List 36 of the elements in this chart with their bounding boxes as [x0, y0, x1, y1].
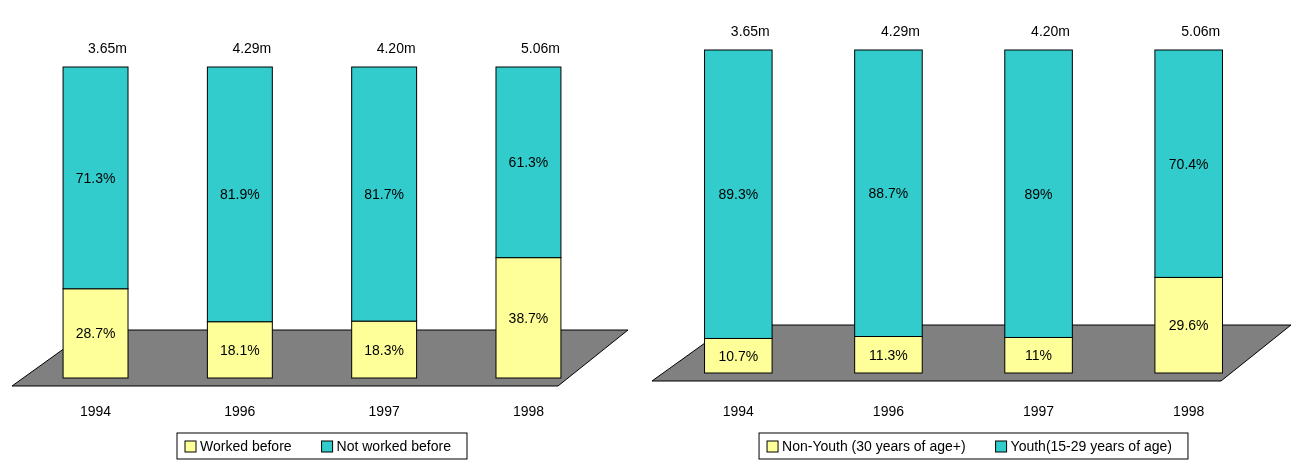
data-label: 88.7%	[868, 185, 909, 202]
x-tick-label: 1998	[512, 403, 545, 419]
annotation: 4.20m	[1031, 23, 1071, 39]
annotation: 4.29m	[880, 23, 920, 39]
data-label: 11%	[1025, 347, 1053, 364]
legend-label: Youth(15-29 years of age)	[1010, 438, 1172, 454]
data-label: 28.7%	[75, 325, 116, 342]
x-tick-label: 1994	[722, 403, 755, 419]
annotation: 4.29m	[232, 40, 272, 56]
data-label: 29.6%	[1168, 317, 1209, 334]
data-label: 38.7%	[508, 309, 549, 326]
x-tick-label: 1994	[79, 403, 112, 419]
x-tick-label: 1996	[872, 403, 905, 419]
legend-label: Non-Youth (30 years of age+)	[782, 438, 966, 454]
x-tick-label: 1996	[224, 403, 256, 419]
x-tick-label: 1997	[368, 403, 400, 419]
data-label: 18.1%	[220, 341, 260, 358]
annotation: 4.20m	[376, 40, 416, 56]
legend-label: Worked before	[200, 438, 292, 454]
legend-label: Not worked before	[336, 438, 452, 454]
data-label: 89.3%	[718, 186, 759, 203]
annotation: 5.06m	[1181, 23, 1221, 39]
x-tick-label: 1998	[1173, 403, 1205, 419]
data-label: 71.3%	[75, 169, 116, 186]
data-label: 61.3%	[508, 154, 549, 171]
data-label: 89%	[1024, 185, 1053, 202]
data-label: 10.7%	[718, 347, 759, 364]
data-label: 18.3%	[364, 341, 404, 358]
annotation: 3.65m	[730, 23, 770, 39]
data-label: 81.9%	[220, 186, 260, 203]
annotation: 3.65m	[88, 40, 128, 56]
annotation: 5.06m	[520, 40, 560, 56]
data-label: 11.3%	[869, 346, 908, 363]
data-label: 70.4%	[1168, 155, 1209, 172]
data-label: 81.7%	[364, 186, 404, 203]
x-tick-label: 1997	[1022, 403, 1055, 419]
